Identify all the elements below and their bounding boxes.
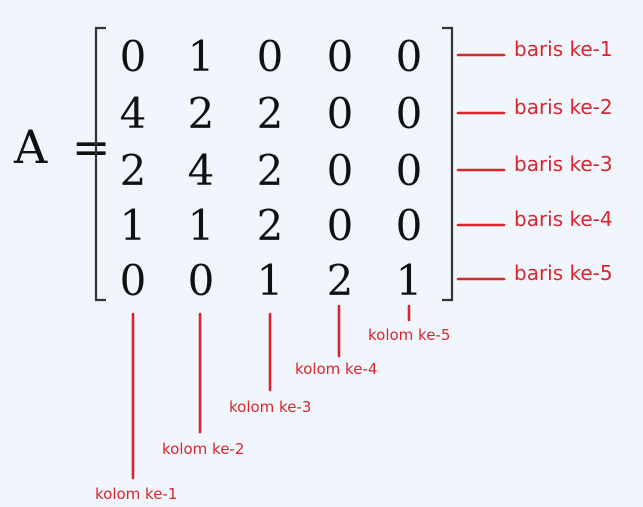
row-annotations: baris ke-1 baris ke-2 baris ke-3 baris k… — [456, 37, 613, 285]
matrix-cell-r1-c1: 0 — [120, 32, 147, 81]
matrix-cell-r4-c3: 2 — [257, 201, 284, 250]
matrix-cell-r3-c5: 0 — [396, 146, 423, 195]
column-1-label: kolom ke-1 — [95, 485, 177, 503]
matrix-cell-r4-c4: 0 — [327, 201, 354, 250]
matrix-cell-r2-c1: 4 — [120, 89, 147, 138]
matrix-cell-r3-c3: 2 — [257, 146, 284, 195]
matrix-cell-r5-c2: 0 — [188, 256, 215, 305]
matrix-cell-r2-c5: 0 — [396, 89, 423, 138]
column-2-label: kolom ke-2 — [162, 440, 244, 458]
matrix-cell-r4-c5: 0 — [396, 201, 423, 250]
matrix-cell-r4-c1: 1 — [120, 201, 147, 250]
matrix-cell-r2-c2: 2 — [188, 89, 215, 138]
column-3-label: kolom ke-3 — [229, 398, 311, 416]
matrix-name-label: A = — [13, 120, 110, 174]
matrix-cells: 0 1 0 0 04 2 2 0 02 4 2 0 01 1 2 0 00 0 1 2 1 — [120, 32, 423, 305]
column-5-label: kolom ke-5 — [368, 326, 450, 344]
matrix-cell-r5-c5: 1 — [396, 256, 423, 305]
matrix-cell-r3-c4: 0 — [327, 146, 354, 195]
matrix-cell-r2-c3: 2 — [257, 89, 284, 138]
matrix-cell-r1-c4: 0 — [327, 32, 354, 81]
matrix-cell-r5-c3: 1 — [257, 256, 284, 305]
column-4-label: kolom ke-4 — [295, 360, 377, 378]
right-bracket — [442, 26, 454, 302]
column-annotations: kolom ke-1 kolom ke-2 kolom ke-3 kolom k… — [95, 304, 450, 503]
matrix-cell-r3-c2: 4 — [188, 146, 215, 195]
matrix-cell-r5-c1: 0 — [120, 256, 147, 305]
matrix-name: A — [13, 120, 48, 174]
matrix-cell-r1-c2: 1 — [188, 32, 215, 81]
row-4-label: baris ke-4 — [514, 207, 613, 231]
matrix-cell-r4-c2: 1 — [188, 201, 215, 250]
row-5-label: baris ke-5 — [514, 261, 613, 285]
row-2-label: baris ke-2 — [514, 95, 613, 119]
matrix-cell-r1-c5: 0 — [396, 32, 423, 81]
left-bracket — [94, 26, 106, 302]
row-3-label: baris ke-3 — [514, 152, 613, 176]
equals-sign: = — [72, 120, 111, 174]
row-1-label: baris ke-1 — [514, 37, 613, 61]
matrix-cell-r3-c1: 2 — [120, 146, 147, 195]
matrix-cell-r2-c4: 0 — [327, 89, 354, 138]
matrix-cell-r1-c3: 0 — [257, 32, 284, 81]
matrix-cell-r5-c4: 2 — [327, 256, 354, 305]
